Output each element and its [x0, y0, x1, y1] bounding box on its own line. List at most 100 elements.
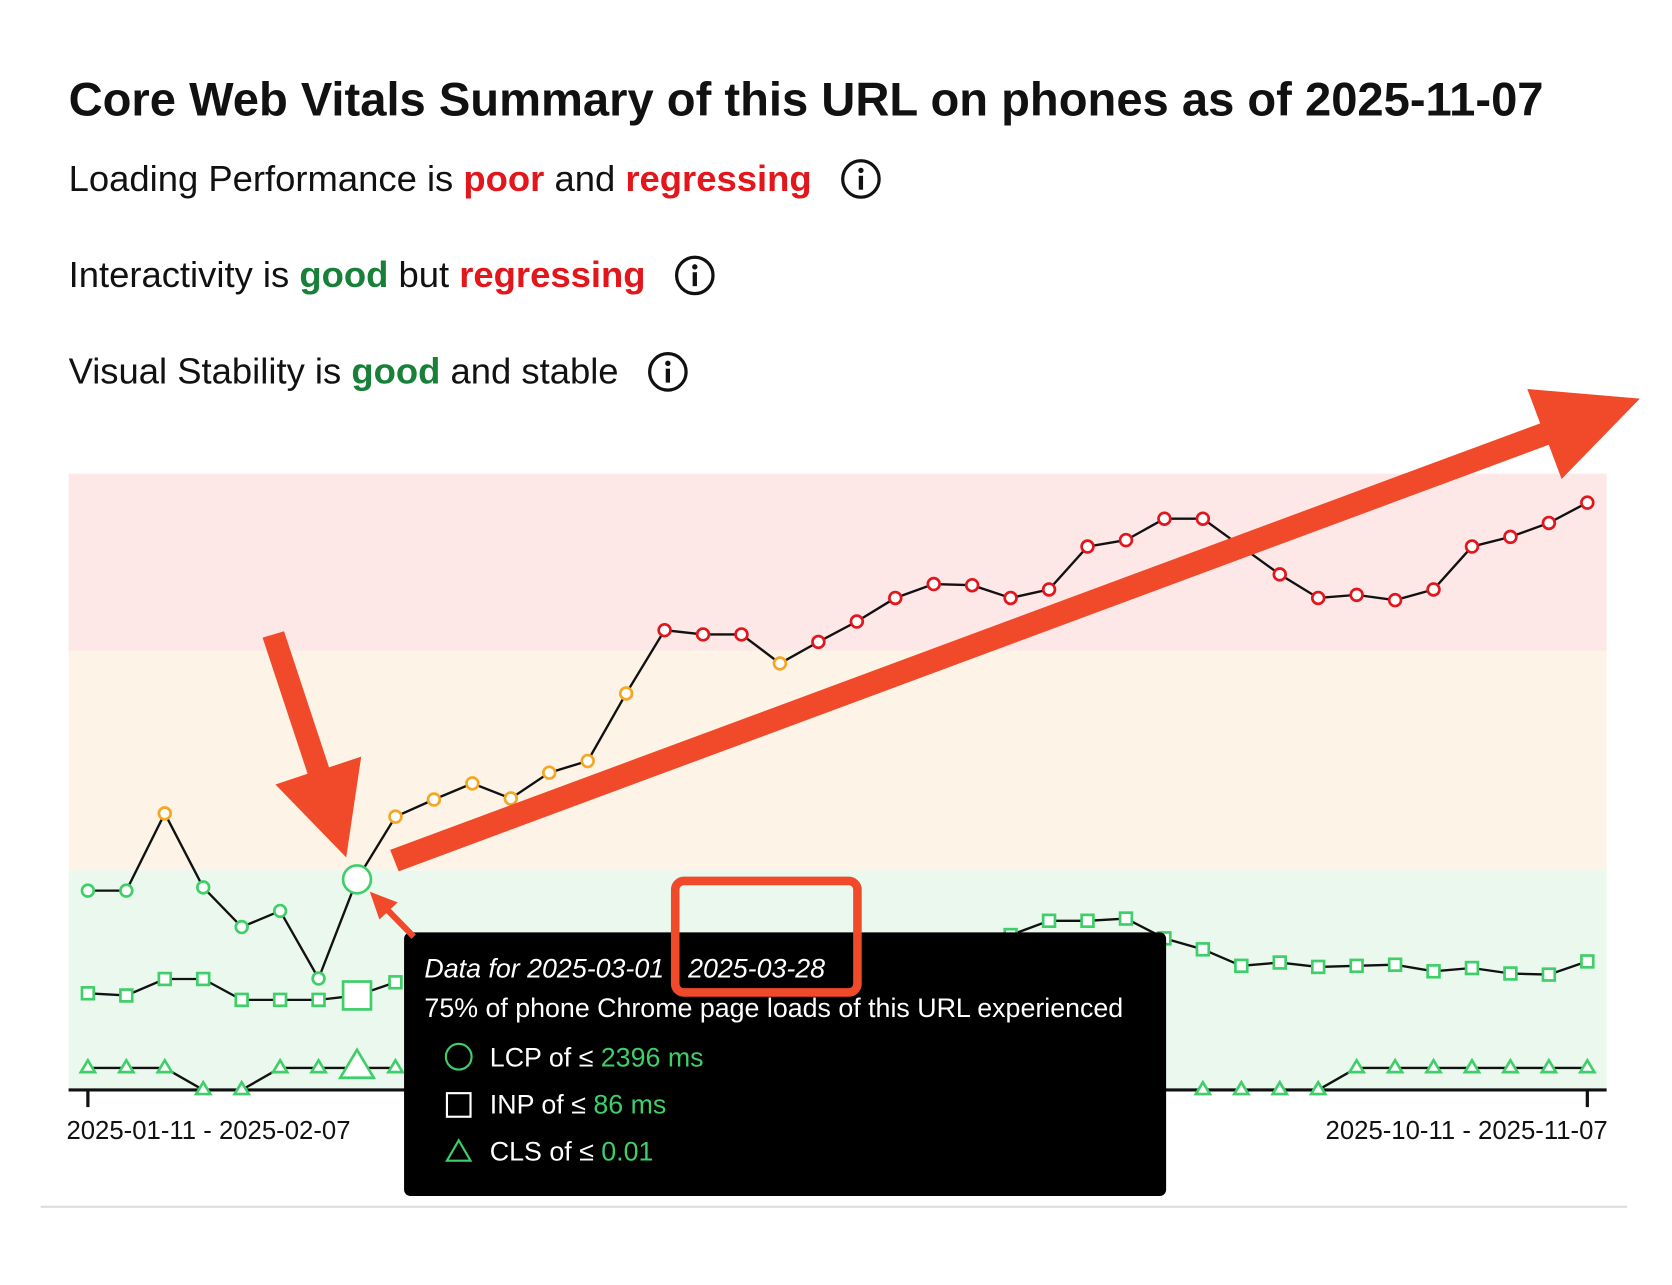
- marker: [1385, 1057, 1405, 1074]
- marker: [80, 883, 96, 898]
- x-tick-label: 2025-01-11 - 2025-02-07: [66, 1117, 350, 1145]
- status-word: Loading Performance is: [69, 158, 454, 199]
- marker: [1462, 1057, 1482, 1074]
- marker: [1577, 1057, 1597, 1074]
- status-word: regressing: [459, 254, 645, 295]
- marker: [1234, 958, 1249, 974]
- status-word: but: [398, 254, 449, 295]
- marker: [234, 992, 249, 1008]
- marker: [964, 577, 980, 593]
- status-line: Interactivity is good but regressing: [69, 254, 646, 295]
- info-icon: [648, 352, 688, 392]
- marker: [232, 1079, 252, 1096]
- status-word: Interactivity is: [69, 254, 290, 295]
- tooltip-row: INP of ≤ 86 ms: [490, 1090, 666, 1120]
- marker: [580, 753, 595, 769]
- status-word: and stable: [450, 351, 618, 392]
- marker: [1541, 515, 1557, 531]
- marker: [1310, 959, 1326, 975]
- marker: [78, 1057, 98, 1074]
- marker: [195, 971, 211, 987]
- marker: [772, 656, 788, 671]
- inp-icon: [445, 1092, 472, 1118]
- info-icon: [841, 159, 881, 199]
- marker: [386, 1057, 405, 1074]
- marker: [888, 590, 903, 606]
- marker: [272, 992, 288, 1008]
- marker: [811, 634, 826, 650]
- marker: [234, 919, 249, 935]
- marker: [1349, 587, 1364, 603]
- x-tick-label: 2025-10-11 - 2025-11-07: [1326, 1117, 1608, 1145]
- marker: [195, 880, 211, 895]
- highlight-box: [670, 876, 862, 997]
- marker: [1041, 913, 1057, 929]
- info-bar: [858, 175, 864, 190]
- marker: [1541, 967, 1557, 982]
- small-arrow: [369, 891, 416, 939]
- trend-arrow: [390, 389, 1640, 872]
- marker: [849, 614, 865, 629]
- marker: [155, 1057, 175, 1074]
- info-bar: [692, 272, 697, 287]
- marker: [1157, 511, 1172, 526]
- marker: [734, 627, 749, 642]
- marker: [1272, 567, 1287, 582]
- marker: [1003, 590, 1018, 606]
- marker: [388, 809, 403, 824]
- tooltip-description: 75% of phone Chrome page loads of this U…: [424, 993, 1123, 1023]
- marker: [542, 765, 557, 780]
- marker: [116, 1057, 136, 1074]
- status-word: regressing: [625, 158, 811, 199]
- marker: [1500, 1057, 1520, 1074]
- row-label: INP of ≤: [490, 1090, 586, 1120]
- marker: [270, 1057, 290, 1074]
- tooltip-date-start: Data for 2025-03-01: [424, 953, 664, 983]
- tooltip-box: [404, 932, 1167, 1197]
- marker: [157, 971, 173, 987]
- marker: [157, 806, 173, 821]
- marker: [1387, 592, 1403, 608]
- marker: [388, 975, 403, 990]
- marker: [80, 986, 96, 1001]
- marker: [1308, 1079, 1328, 1096]
- cls-icon: [445, 1138, 473, 1162]
- marker: [1080, 913, 1095, 929]
- info-bar: [665, 368, 671, 383]
- marker: [1539, 1057, 1559, 1074]
- info-dot: [858, 167, 864, 174]
- row-value: 0.01: [601, 1137, 653, 1167]
- marker: [337, 1047, 377, 1080]
- marker: [1464, 539, 1480, 554]
- series-line: [87, 501, 1588, 982]
- marker: [1387, 957, 1403, 972]
- row-unit: ms: [631, 1090, 667, 1120]
- chart: 2025-01-11 - 2025-02-07 2025-10-11 - 2025…: [66, 473, 1608, 1145]
- marker: [503, 791, 519, 806]
- marker: [309, 1057, 329, 1074]
- marker: [1580, 495, 1595, 510]
- pointer-arrow: [262, 631, 362, 858]
- marker: [1118, 911, 1134, 926]
- marker: [1464, 960, 1480, 976]
- page-title: Core Web Vitals Summary of this URL on p…: [69, 73, 1544, 126]
- row-label: LCP of ≤: [490, 1042, 594, 1072]
- marker: [1503, 529, 1518, 545]
- status-line: Loading Performance is poor and regressi…: [69, 158, 812, 199]
- status-word: poor: [463, 158, 544, 199]
- info-dot: [665, 360, 671, 366]
- marker: [695, 627, 711, 642]
- marker: [1424, 1057, 1443, 1074]
- marker: [1195, 511, 1211, 526]
- marker: [657, 622, 672, 638]
- status-line: Visual Stability is good and stable: [69, 351, 619, 392]
- marker: [1347, 1057, 1367, 1074]
- marker: [465, 776, 480, 791]
- tooltip-row: LCP of ≤ 2396 ms: [490, 1042, 704, 1072]
- row-label: CLS of ≤: [490, 1137, 594, 1167]
- marker: [1426, 582, 1441, 597]
- marker: [311, 971, 326, 986]
- status-word: Visual Stability is: [69, 351, 342, 392]
